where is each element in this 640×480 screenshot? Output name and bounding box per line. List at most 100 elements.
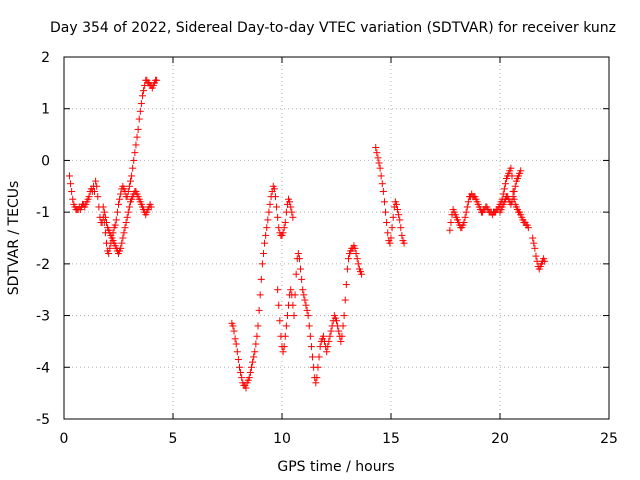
data-point bbox=[299, 286, 307, 294]
data-point bbox=[510, 187, 518, 195]
data-point bbox=[297, 265, 305, 273]
data-point bbox=[94, 193, 102, 201]
data-point bbox=[262, 231, 270, 239]
data-point bbox=[353, 255, 361, 263]
data-point bbox=[352, 250, 360, 258]
data-point bbox=[230, 327, 238, 335]
data-point bbox=[288, 208, 296, 216]
data-point bbox=[462, 208, 470, 216]
y-tick-label: 1 bbox=[41, 102, 50, 118]
data-point bbox=[283, 312, 291, 320]
data-point bbox=[123, 213, 131, 221]
data-point bbox=[319, 332, 327, 340]
grid-lines bbox=[64, 57, 609, 419]
y-tick-label: -2 bbox=[36, 257, 50, 273]
data-point bbox=[247, 363, 255, 371]
data-point bbox=[254, 322, 262, 330]
data-point bbox=[275, 301, 283, 309]
data-point bbox=[532, 252, 540, 260]
y-tick-label: 2 bbox=[41, 50, 50, 66]
data-point bbox=[289, 213, 297, 221]
data-point bbox=[147, 203, 155, 211]
data-point bbox=[461, 213, 469, 221]
x-tick-label: 0 bbox=[60, 431, 69, 447]
data-point bbox=[376, 164, 384, 172]
plot-frame bbox=[63, 56, 610, 420]
x-tick-label: 15 bbox=[382, 431, 400, 447]
data-point bbox=[93, 182, 101, 190]
data-point bbox=[273, 203, 281, 211]
data-point bbox=[301, 296, 309, 304]
data-point bbox=[251, 348, 259, 356]
data-point bbox=[137, 100, 145, 108]
data-point bbox=[378, 180, 386, 188]
data-point bbox=[281, 332, 289, 340]
data-point bbox=[281, 218, 289, 226]
data-point bbox=[128, 172, 136, 180]
data-point bbox=[233, 348, 241, 356]
data-point bbox=[252, 340, 260, 348]
data-point bbox=[388, 224, 396, 232]
data-point bbox=[126, 177, 134, 185]
data-point bbox=[134, 125, 142, 133]
data-point bbox=[341, 296, 349, 304]
data-point bbox=[266, 200, 274, 208]
data-point bbox=[287, 286, 295, 294]
data-point bbox=[282, 322, 290, 330]
data-point bbox=[234, 356, 242, 364]
data-point bbox=[280, 224, 288, 232]
data-point bbox=[337, 337, 345, 345]
data-point bbox=[302, 301, 310, 309]
data-point bbox=[112, 216, 120, 224]
data-point bbox=[238, 374, 246, 382]
data-point bbox=[463, 203, 471, 211]
data-point bbox=[395, 211, 403, 219]
data-point bbox=[342, 281, 350, 289]
data-point bbox=[246, 368, 254, 376]
data-point bbox=[119, 234, 127, 242]
data-point bbox=[264, 216, 272, 224]
data-point bbox=[289, 301, 297, 309]
data-point bbox=[231, 335, 239, 343]
data-point bbox=[280, 343, 288, 351]
data-point bbox=[287, 203, 295, 211]
data-point bbox=[333, 317, 340, 325]
data-point bbox=[294, 250, 302, 258]
data-point bbox=[122, 218, 130, 226]
data-point bbox=[306, 332, 314, 340]
x-tick-label: 5 bbox=[169, 431, 178, 447]
data-point bbox=[305, 322, 313, 330]
data-point bbox=[384, 229, 392, 237]
data-point bbox=[324, 343, 332, 351]
data-point bbox=[380, 198, 388, 206]
data-point bbox=[372, 144, 380, 151]
data-point bbox=[99, 203, 107, 211]
data-points bbox=[65, 76, 549, 392]
data-point bbox=[113, 208, 121, 216]
chart-title: Day 354 of 2022, Sidereal Day-to-day VTE… bbox=[50, 20, 616, 36]
data-point bbox=[276, 317, 284, 325]
data-point bbox=[309, 353, 317, 361]
data-point bbox=[138, 92, 146, 100]
data-point bbox=[100, 208, 108, 216]
data-point bbox=[509, 193, 517, 201]
data-point bbox=[374, 154, 382, 162]
data-point bbox=[325, 337, 333, 345]
data-point bbox=[129, 164, 137, 172]
data-point bbox=[464, 198, 472, 206]
data-point bbox=[250, 353, 258, 361]
x-axis-label: GPS time / hours bbox=[277, 459, 394, 475]
data-point bbox=[530, 239, 538, 247]
data-point bbox=[387, 234, 395, 242]
data-point bbox=[354, 260, 362, 268]
data-point bbox=[124, 208, 132, 216]
data-point bbox=[229, 322, 237, 330]
data-point bbox=[382, 208, 390, 216]
data-point bbox=[242, 384, 250, 392]
data-point bbox=[375, 159, 383, 167]
data-point bbox=[101, 213, 109, 221]
data-point bbox=[253, 332, 261, 340]
data-point bbox=[343, 265, 351, 273]
data-point bbox=[255, 306, 263, 314]
